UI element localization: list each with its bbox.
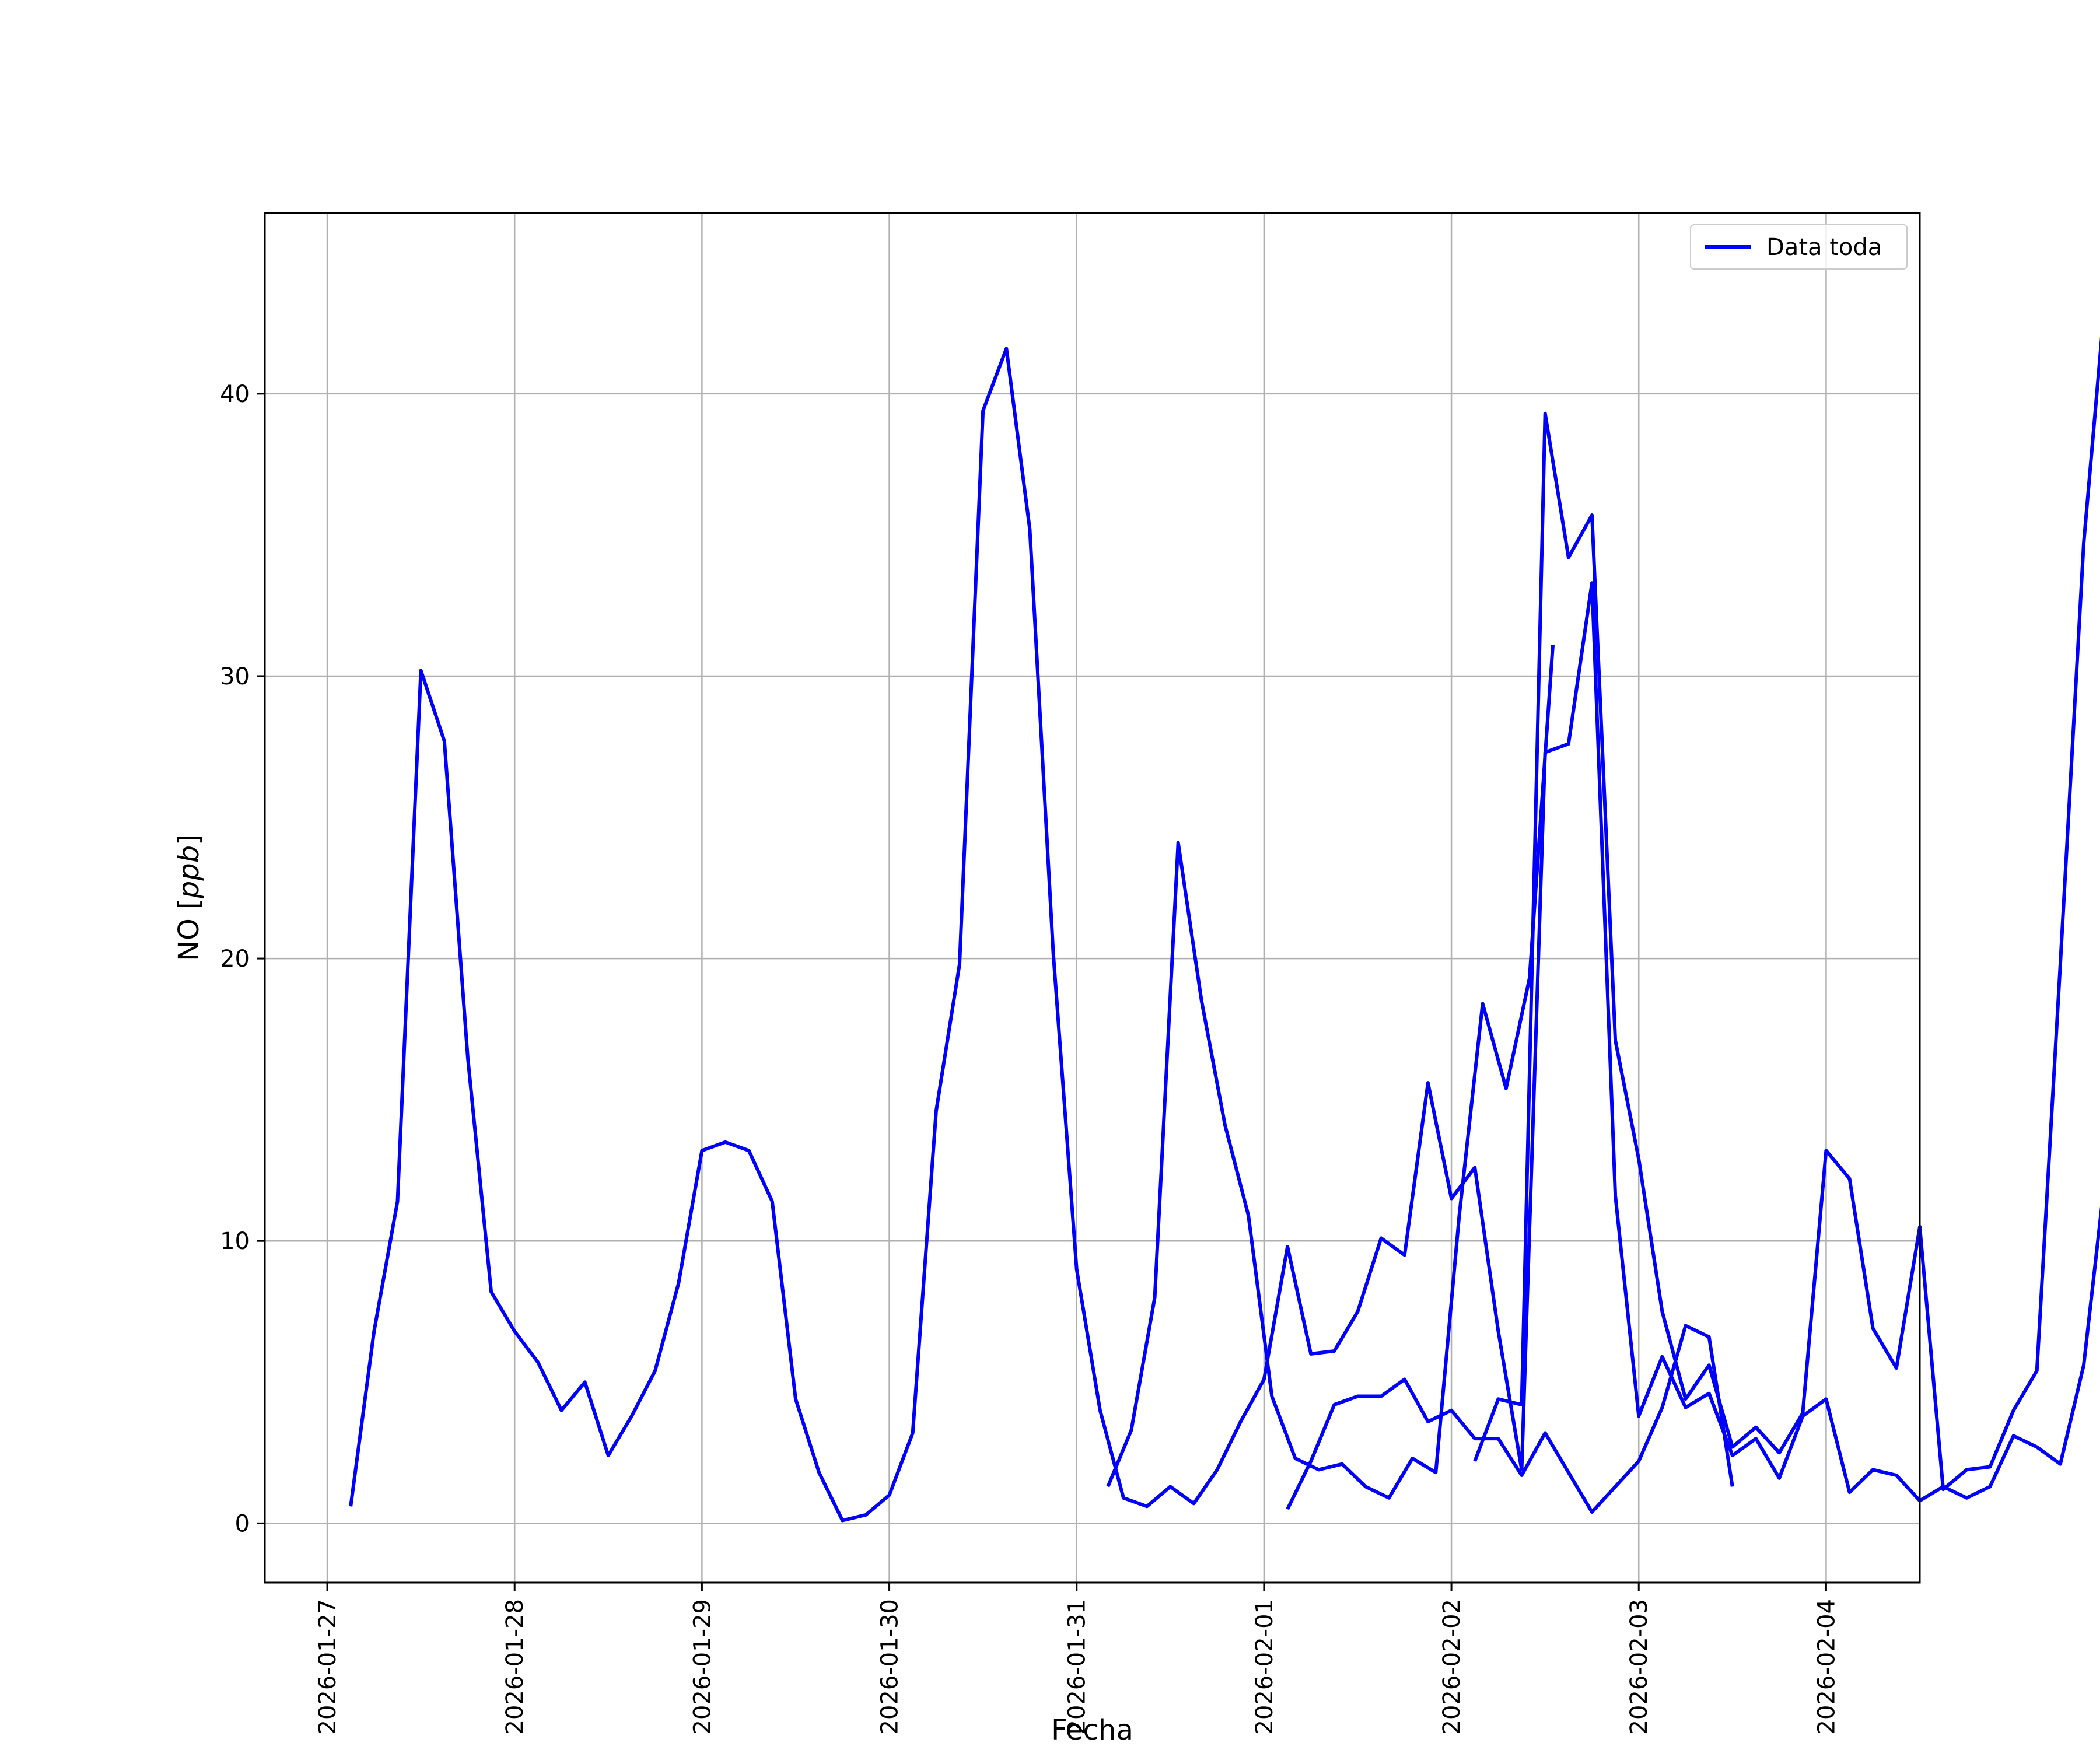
- series-line-segment: [349, 347, 2100, 1523]
- x-tick-label: 2026-02-02: [1438, 1599, 1465, 1734]
- plot-frame: [264, 212, 1921, 1584]
- x-tick-label: 2026-02-04: [1813, 1599, 1840, 1734]
- y-tick-label: 30: [220, 663, 250, 690]
- series-line-segment: [1286, 1324, 1734, 1514]
- grid-lines: [265, 213, 1920, 1583]
- series-line-segment: [1106, 645, 1555, 1500]
- y-axis-label: NO [ppb]: [173, 834, 205, 961]
- y-tick-label: 20: [220, 946, 250, 972]
- x-axis-label: Fecha: [1051, 1714, 1133, 1747]
- x-tick-label: 2026-01-28: [502, 1599, 528, 1734]
- y-tick-label: 10: [220, 1228, 250, 1255]
- x-tick-label: 2026-01-27: [314, 1599, 341, 1734]
- x-tick-label: 2026-01-31: [1064, 1599, 1091, 1734]
- x-tick-label: 2026-01-30: [877, 1599, 904, 1734]
- legend-box: [1690, 224, 1908, 270]
- y-axis-label-main: NO [: [173, 898, 205, 961]
- axis-ticks: 2026-01-27 2026-01-28 2026-01-29 2026-01-30…: [220, 381, 1840, 1735]
- y-tick-label: 40: [220, 381, 250, 408]
- y-tick-label: 0: [235, 1510, 250, 1537]
- series-line-segment: [1473, 336, 2100, 1492]
- legend-label: Data toda: [1766, 234, 1882, 261]
- y-axis-label-close: ]: [173, 834, 205, 845]
- x-tick-label: 2026-02-03: [1626, 1599, 1653, 1734]
- x-tick-label: 2026-01-29: [689, 1599, 716, 1734]
- y-axis-label-unit: ppb: [173, 845, 205, 899]
- series-data-toda: [349, 336, 2100, 1523]
- legend: Data toda: [1690, 224, 1908, 270]
- x-tick-label: 2026-02-01: [1251, 1599, 1278, 1734]
